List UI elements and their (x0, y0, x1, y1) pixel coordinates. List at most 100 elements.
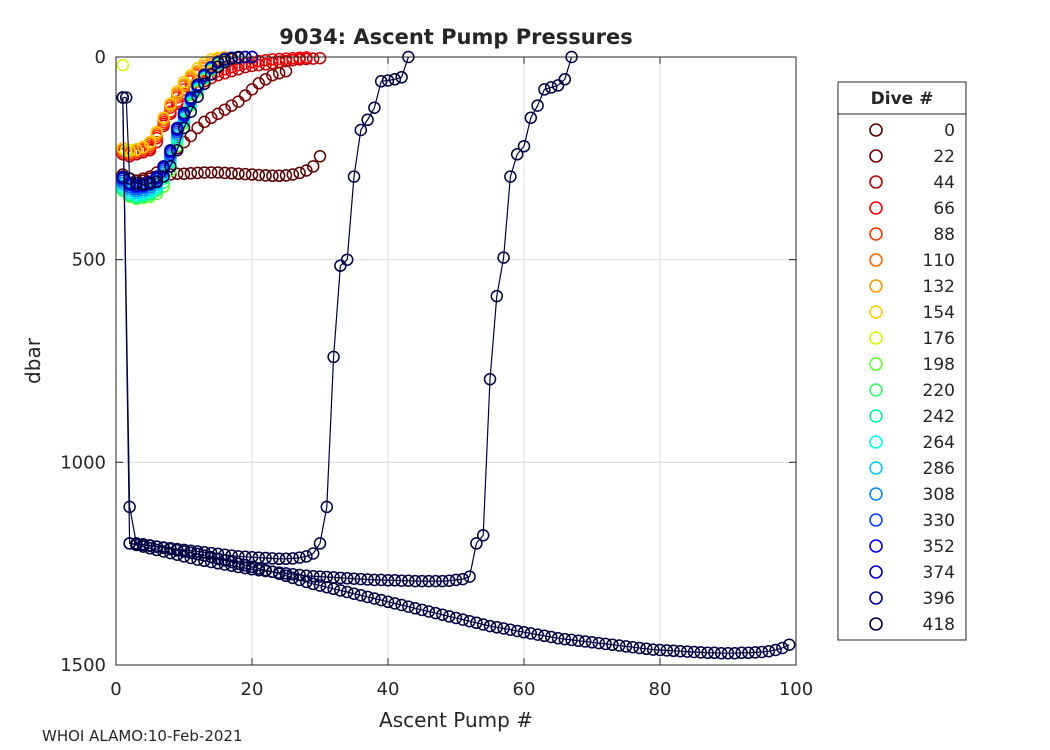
data-point (272, 169, 286, 183)
data-point (544, 630, 558, 644)
data-point (191, 78, 204, 91)
data-point (170, 548, 184, 561)
data-point (164, 542, 177, 555)
data-point (313, 579, 327, 592)
legend-item: 286 (869, 459, 955, 479)
data-point (313, 537, 327, 550)
legend-label: 88 (933, 225, 955, 245)
legend-item: 396 (869, 589, 955, 609)
data-point (225, 559, 238, 572)
data-point (238, 167, 252, 181)
data-point (300, 550, 313, 563)
legend-label: 330 (923, 511, 955, 531)
data-point (436, 608, 449, 621)
data-point (483, 372, 497, 386)
legend-item: 242 (869, 407, 955, 427)
data-point (143, 177, 157, 190)
data-point (490, 621, 504, 634)
x-tick-label: 60 (513, 679, 536, 700)
legend-marker (869, 331, 883, 345)
data-point (456, 572, 470, 586)
legend-box (837, 81, 967, 641)
data-point (279, 169, 293, 182)
data-point (136, 540, 150, 553)
legend-label: 242 (923, 407, 955, 427)
data-point (306, 569, 320, 583)
data-point (361, 113, 374, 127)
data-point (551, 631, 565, 645)
data-point (721, 646, 735, 660)
data-point (619, 640, 633, 653)
data-point (157, 545, 170, 558)
data-point (531, 628, 544, 641)
data-point (293, 51, 306, 65)
data-point (667, 644, 680, 658)
data-point (674, 644, 687, 658)
data-point (245, 563, 259, 576)
data-point (306, 577, 320, 591)
data-point (143, 135, 157, 149)
legend: Dive # 0 22 44 66 88 110 132 154 176 198 220 242 264… (837, 81, 967, 641)
data-point (776, 641, 789, 655)
data-point (191, 166, 204, 180)
y-tick-label: 0 (95, 47, 106, 68)
data-point (320, 580, 334, 594)
data-point (395, 71, 408, 84)
data-point (259, 73, 272, 86)
legend-label: 264 (923, 433, 955, 453)
data-point (626, 640, 640, 654)
data-point (415, 603, 429, 617)
data-point (211, 64, 225, 78)
legend-label: 22 (933, 147, 955, 167)
data-point (204, 546, 218, 560)
data-point (565, 633, 578, 647)
data-point (646, 643, 660, 656)
data-point (429, 606, 442, 620)
data-point (517, 139, 531, 153)
data-point (232, 557, 245, 570)
data-point (170, 121, 184, 135)
data-point (388, 574, 402, 587)
y-tick-label: 1000 (60, 452, 106, 473)
data-point (286, 51, 300, 65)
data-point (259, 551, 272, 565)
legend-marker (869, 149, 883, 163)
legend-label: 418 (923, 615, 955, 635)
data-point (238, 561, 252, 575)
data-point (198, 166, 211, 179)
data-point (361, 590, 374, 604)
legend-marker (869, 617, 883, 631)
data-point (266, 552, 279, 565)
x-tick-label: 20 (241, 679, 264, 700)
data-point (286, 168, 300, 181)
legend-item: 330 (869, 511, 955, 531)
data-point (429, 574, 442, 588)
data-point (286, 571, 300, 585)
legend-item: 66 (869, 199, 955, 219)
data-point (184, 551, 198, 565)
legend-marker (869, 175, 883, 189)
legend-label: 286 (923, 459, 955, 479)
data-point (476, 529, 490, 542)
legend-item: 0 (869, 121, 955, 141)
data-point (286, 552, 300, 565)
legend-label: 308 (923, 485, 955, 505)
x-tick-label: 100 (779, 679, 813, 700)
data-point (150, 125, 164, 139)
data-point (653, 643, 667, 657)
data-point (170, 85, 184, 98)
data-point (538, 629, 551, 643)
data-point (354, 123, 368, 137)
legend-label: 396 (923, 589, 955, 609)
data-point (259, 564, 272, 578)
data-point (368, 101, 381, 114)
legend-marker (869, 357, 883, 371)
data-point (748, 646, 762, 659)
data-point (687, 645, 701, 659)
data-point (415, 574, 429, 588)
data-point (599, 637, 612, 651)
legend-marker (869, 279, 883, 293)
data-point (266, 53, 279, 66)
